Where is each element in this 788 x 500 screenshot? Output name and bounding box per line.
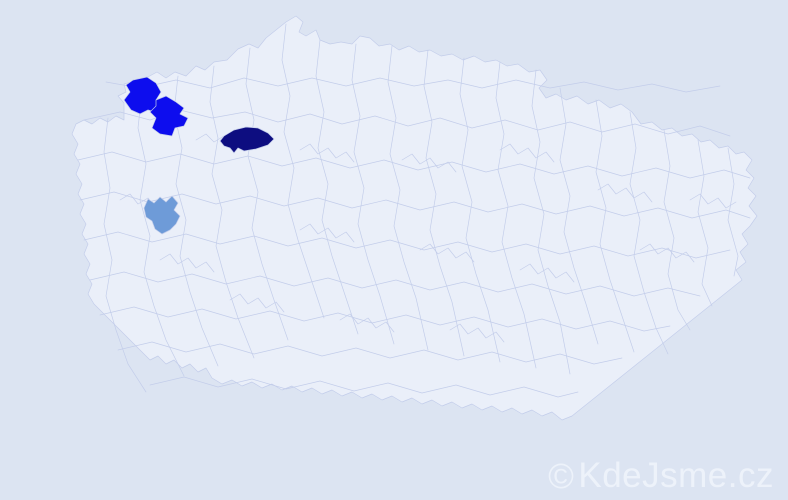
- map-landmass-group: [71, 15, 758, 421]
- copyright-icon: ©: [548, 457, 575, 496]
- highlight-region-n-c[interactable]: [220, 127, 274, 153]
- country-outline: [71, 15, 758, 421]
- highlight-region-nw-b[interactable]: [150, 96, 188, 136]
- highlighted-regions-group[interactable]: [124, 77, 274, 234]
- highlight-region-w-d[interactable]: [144, 196, 180, 234]
- watermark: © KdeJsme.cz: [548, 458, 774, 494]
- watermark-text: KdeJsme.cz: [578, 456, 774, 495]
